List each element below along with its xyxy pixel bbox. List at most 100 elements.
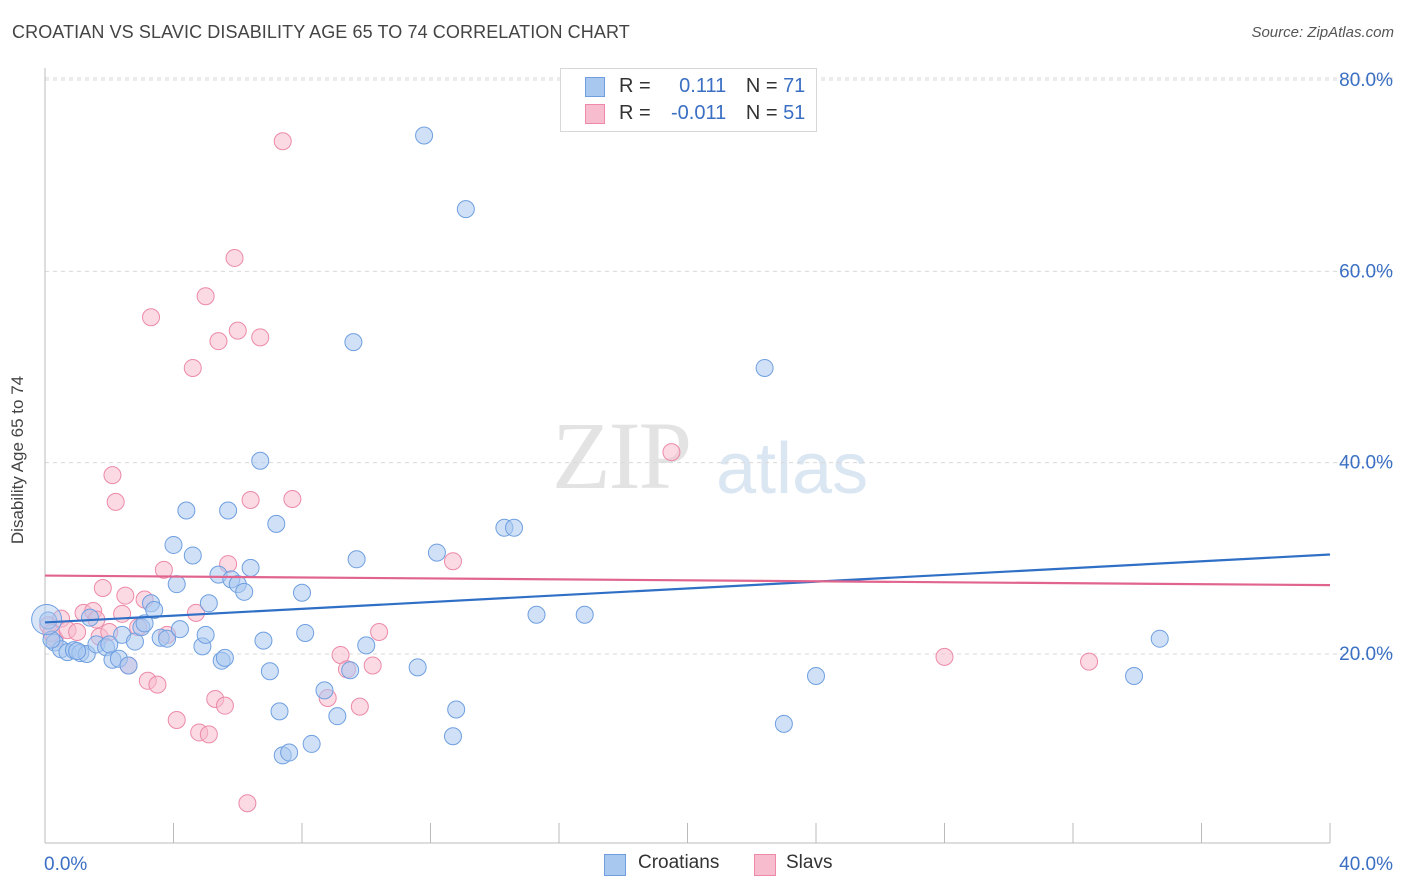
slavs-point [251,328,270,347]
croatians-point [42,630,61,649]
croatians-point [158,629,177,648]
croatians-point [167,575,186,594]
source-credit: Source: ZipAtlas.com [1251,24,1394,41]
tick-labels: 20.0% 40.0% 60.0% 80.0% 0.0% 40.0% [44,70,1393,875]
croatians-point [170,620,189,639]
croatians-point [341,661,360,680]
slavs-point [196,287,215,306]
croatians-point [251,451,270,470]
slavs-point [106,492,125,511]
slavs-point [93,578,112,597]
croatians-point [296,623,315,642]
slavs-point [183,358,202,377]
croatians-point [302,734,321,753]
croatians-point [344,333,363,352]
croatians-point [31,604,63,636]
slavs-point [350,697,369,716]
slavs-point [241,490,260,509]
croatians-point [260,662,279,681]
croatians-point [328,707,347,726]
slavs-point [186,603,205,622]
legend-r-value: 0.111 [679,75,727,97]
y-tick-label: 80.0% [1339,70,1393,91]
slavs-point [142,308,161,327]
stats-legend: R = 0.111 N = 71 R = -0.011 N = 51 [560,68,817,132]
slavs-point [68,622,87,641]
slavs-point [228,321,247,340]
croatians-point [270,702,289,721]
slavs-point [363,656,382,675]
croatians-point [1125,667,1144,686]
croatians-point [575,605,594,624]
croatians-point [755,358,774,377]
slavs-point [154,560,173,579]
slavs-point [935,647,954,666]
slavs-point [225,248,244,267]
croatians-point [235,582,254,601]
croatians-trend-line [44,553,1331,624]
slavs-point [238,794,257,813]
legend-swatch-croatians [585,77,605,97]
legend-swatch-slavs [754,854,776,876]
slavs-point [215,696,234,715]
croatians-point [241,558,260,577]
slavs-point [283,490,302,509]
croatians-point [415,126,434,145]
legend-r-label: R = [619,102,651,124]
slavs-point [209,332,228,351]
croatians-point [280,743,299,762]
slavs-point [443,552,462,571]
croatians-point [183,546,202,565]
x-tick-label: 40.0% [1339,854,1393,875]
croatians-point [68,642,87,661]
croatians-point [527,605,546,624]
croatians-point [145,600,164,619]
croatians-point [447,700,466,719]
legend-r-value: -0.011 [671,102,727,124]
legend-n-label: N = [745,102,778,124]
croatians-point [219,501,238,520]
croatians-point [177,501,196,520]
croatians-point [199,594,218,613]
legend-label-slavs: Slavs [786,852,833,873]
croatians-point [100,635,119,654]
slavs-point [103,466,122,485]
croatians-point [164,535,183,554]
slavs-trend-line [44,574,1331,587]
croatians-point [267,514,286,533]
y-tick-label: 20.0% [1339,644,1393,665]
slavs-point [116,586,135,605]
y-tick-label: 40.0% [1339,453,1393,474]
legend-r-label: R = [619,75,651,97]
y-tick-label: 60.0% [1339,261,1393,282]
croatians-point [119,656,138,675]
croatians-point [135,614,154,633]
croatians-point [347,550,366,569]
slavs-point [199,725,218,744]
legend-swatch-slavs [585,104,605,124]
legend-swatch-croatians [604,854,626,876]
croatians-point [408,658,427,677]
legend-label-croatians: Croatians [638,852,720,873]
slavs-point [1080,652,1099,671]
croatians-point [774,714,793,733]
legend-n-value: 71 [783,75,806,97]
legend-n-label: N = [745,75,778,97]
croatians-point [456,200,475,219]
slavs-point [370,622,389,641]
y-axis-label: Disability Age 65 to 74 [8,375,27,545]
croatians-point [443,727,462,746]
croatians-point [357,636,376,655]
chart-title: CROATIAN VS SLAVIC DISABILITY AGE 65 TO … [12,22,630,42]
data-points [31,126,1169,813]
croatians-point [39,611,58,630]
slavs-point [167,711,186,730]
slavs-point [273,132,292,151]
trend-lines [44,553,1331,624]
slavs-point [148,675,167,694]
croatians-point [254,631,273,650]
croatians-point [215,648,234,667]
croatians-point [315,681,334,700]
croatians-point [427,543,446,562]
